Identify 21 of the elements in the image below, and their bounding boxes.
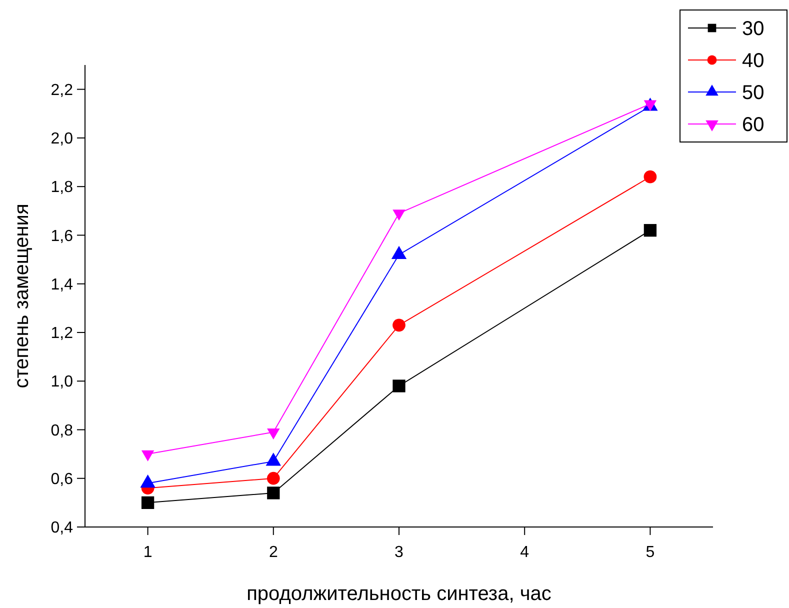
y-tick-label: 0,8 xyxy=(50,422,74,440)
legend-label: 40 xyxy=(742,50,764,72)
x-tick-label: 5 xyxy=(646,544,655,561)
legend-label: 60 xyxy=(742,114,764,136)
y-tick-label: 2,2 xyxy=(50,82,74,99)
legend-label: 50 xyxy=(742,82,764,104)
y-tick-label: 0,4 xyxy=(50,520,74,537)
y-tick-label: 1,2 xyxy=(50,325,74,342)
y-tick-label: 1,0 xyxy=(50,374,74,391)
x-tick-label: 3 xyxy=(394,544,404,561)
x-tick-label: 2 xyxy=(268,544,278,561)
legend-label: 30 xyxy=(742,18,764,40)
y-axis-title: степень замещения xyxy=(11,204,33,388)
y-tick-label: 0,6 xyxy=(50,470,74,488)
y-tick-label: 1,6 xyxy=(50,228,74,245)
x-axis-title: продолжительность синтеза, час xyxy=(246,583,552,605)
y-tick-label: 1,8 xyxy=(50,179,74,196)
y-tick-label: 2,0 xyxy=(50,130,74,148)
y-tick-label: 1,4 xyxy=(50,276,74,294)
x-tick-label: 1 xyxy=(143,544,152,561)
x-tick-label: 4 xyxy=(520,544,530,561)
